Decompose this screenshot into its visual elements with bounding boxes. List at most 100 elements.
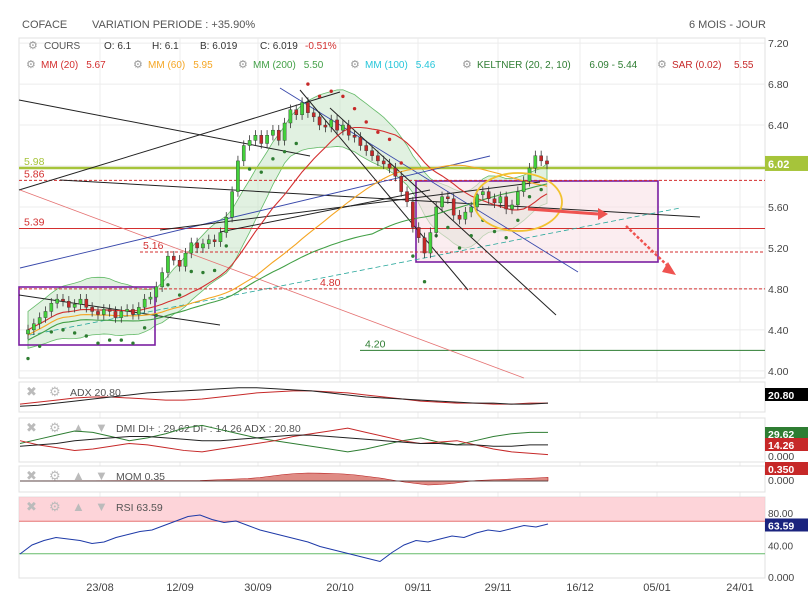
sar-dot	[119, 338, 124, 342]
legend-indicator-label: MM (60)	[148, 60, 185, 71]
sar-dot	[352, 106, 357, 111]
y-tick-label: 5.60	[768, 202, 789, 214]
candle-body	[236, 160, 240, 192]
trendline	[18, 91, 341, 191]
candle-body	[481, 191, 485, 195]
candle-body	[282, 122, 287, 141]
close-icon[interactable]: ✖	[26, 420, 37, 435]
candle-body	[131, 309, 135, 315]
sar-dot	[294, 141, 298, 146]
close-icon[interactable]: ✖	[26, 499, 37, 514]
gear-icon[interactable]: ⚙	[49, 499, 61, 514]
gear-icon: ⚙	[350, 59, 360, 71]
sar-dot	[142, 326, 147, 330]
candle-body	[183, 252, 188, 267]
arrow-down-icon[interactable]: ▼	[95, 499, 108, 514]
sar-dot	[61, 328, 65, 332]
sar-dot	[224, 244, 228, 248]
rsi-tick-label: 40.00	[768, 542, 793, 553]
trendline	[29, 207, 681, 336]
candle-body	[428, 232, 433, 254]
gear-icon[interactable]: ⚙	[49, 384, 61, 399]
gear-icon: ⚙	[657, 59, 667, 71]
candle-body	[49, 303, 54, 312]
gear-icon[interactable]: ⚙	[49, 420, 61, 435]
candle-body	[446, 196, 450, 199]
arrow-down-icon[interactable]: ▼	[95, 468, 108, 483]
candle-body	[381, 160, 386, 165]
x-tick-label: 23/08	[86, 582, 114, 594]
candle-body	[300, 102, 304, 116]
arrow-up-icon[interactable]: ▲	[72, 499, 85, 514]
trendline	[19, 189, 525, 379]
legend-close: C: 6.019	[260, 41, 298, 52]
candle-body	[125, 309, 129, 312]
candle-body	[422, 237, 427, 254]
candle-body	[376, 155, 380, 162]
candle-body	[218, 232, 223, 242]
trendline	[19, 155, 491, 269]
candle-body	[32, 323, 36, 331]
candle-body	[352, 135, 357, 138]
candle-body	[399, 176, 404, 192]
indicator-line	[19, 427, 549, 456]
gear-icon[interactable]: ⚙	[49, 468, 61, 483]
arrow-up-icon[interactable]: ▲	[72, 420, 85, 435]
candle-body	[317, 116, 322, 126]
sar-dot	[376, 130, 380, 134]
legend-indicator-value: 5.55	[734, 60, 754, 71]
arrow-dotted	[625, 225, 671, 269]
sar-dot	[341, 94, 345, 99]
indicator-legend: RSI 63.59	[116, 502, 163, 514]
panel-frame	[18, 465, 766, 493]
indicator-panel-dmi: ✖ ⚙ ▲ ▼ DMI DI+ : 29.62 DI- : 14.26 ADX : 20…	[18, 417, 808, 463]
sar-dot	[189, 269, 193, 274]
legend-open: O: 6.1	[104, 41, 132, 52]
legend-change: -0.51%	[305, 41, 337, 52]
candle-body	[113, 311, 118, 318]
arrow-down-icon[interactable]: ▼	[95, 420, 108, 435]
candle-body	[463, 211, 468, 220]
sar-dot	[212, 268, 217, 273]
candle-body	[212, 239, 217, 242]
candle-body	[516, 191, 520, 206]
candle-body	[416, 227, 421, 238]
x-tick-label: 12/09	[166, 582, 194, 594]
indicator-legend: MOM 0.35	[116, 471, 165, 483]
candle-body	[393, 167, 398, 177]
candle-body	[26, 329, 30, 335]
ma200-line	[27, 183, 548, 341]
value-badge-label: 0.000	[768, 451, 794, 463]
gear-icon: ⚙	[133, 59, 143, 71]
close-icon[interactable]: ✖	[26, 384, 37, 399]
arrow-up-icon[interactable]: ▲	[72, 468, 85, 483]
candle-body	[224, 217, 229, 233]
candle-body	[358, 137, 363, 146]
x-tick-label: 09/11	[405, 582, 432, 594]
legend-cours: COURS	[44, 41, 80, 52]
close-icon[interactable]: ✖	[26, 468, 37, 483]
x-tick-label: 05/01	[643, 582, 671, 594]
indicator-line	[19, 387, 549, 407]
candle-body	[136, 307, 141, 315]
candle-body	[271, 129, 275, 136]
candle-body	[457, 214, 462, 220]
legend-low: B: 6.019	[200, 41, 238, 52]
indicator-panel-adx: ✖ ⚙ ADX 20.80 20.80	[18, 381, 808, 413]
candle-body	[259, 135, 264, 144]
candle-body	[67, 300, 71, 308]
header-period: 6 MOIS - JOUR	[688, 19, 766, 31]
candle-body	[306, 102, 310, 113]
gear-icon: ⚙	[28, 40, 38, 52]
candle-body	[475, 194, 479, 208]
candle-body	[451, 198, 456, 216]
legend-indicator-label: KELTNER (20, 2, 10)	[477, 60, 571, 71]
sar-dot	[84, 334, 89, 338]
candle-body	[230, 191, 234, 218]
sar-dot	[516, 218, 520, 222]
candle-body	[498, 196, 503, 204]
level-label: 4.80	[320, 277, 341, 289]
legend-indicator-label: SAR (0.02)	[672, 60, 721, 71]
highlight-ellipse	[473, 172, 563, 232]
